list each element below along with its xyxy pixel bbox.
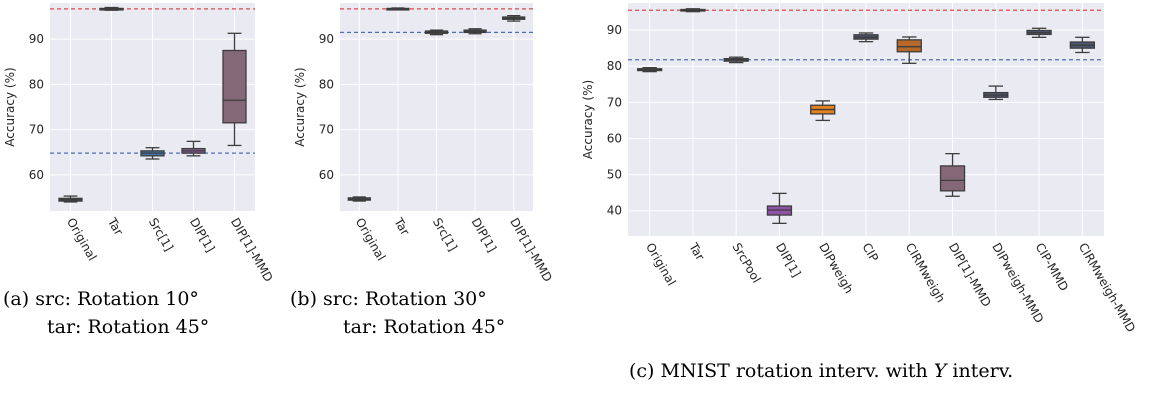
x-tick-label: DIP[1]-MMD: [507, 216, 555, 285]
y-tick-label: 80: [29, 77, 44, 91]
box-cirmweigh: [896, 36, 922, 64]
box-original: [636, 67, 663, 73]
x-tick-label: CIP-MMD: [1032, 241, 1071, 294]
y-tick-label: 70: [607, 95, 622, 109]
x-tick-label: Src[1]: [146, 216, 176, 254]
panel-b: 60 70 80 90 Original Tar Src[1] DIP[1] DIP[1]-MM…: [293, 3, 555, 284]
box-dip-1-mmd: [502, 15, 526, 22]
caption-c: (c) MNIST rotation interv. with Y interv…: [629, 360, 1013, 382]
box-original: [58, 195, 83, 203]
y-tick-label: 80: [319, 77, 334, 91]
caption-c-text: (c) MNIST rotation interv. with: [629, 360, 934, 382]
x-tick-label: CIRMweigh-MMD: [1076, 241, 1138, 335]
box-cip: [853, 32, 879, 43]
y-tick-label: 70: [29, 123, 44, 137]
box-dipweigh: [810, 100, 836, 122]
x-tick-label: DIPweigh: [816, 241, 856, 296]
box-tar: [386, 7, 410, 11]
y-tick-label: 90: [319, 32, 334, 46]
x-tick-label: DIP[1]-MMD: [946, 241, 994, 310]
caption-a-line-1: (a) src: Rotation 10°: [3, 288, 199, 310]
iqr-box: [939, 165, 966, 192]
box-tar: [680, 8, 706, 13]
y-tick-label: 60: [607, 131, 622, 145]
x-tick-label: DIP[1]: [773, 241, 804, 280]
box-srcpool: [723, 56, 749, 64]
box-src-1: [140, 147, 165, 160]
y-tick-label: 70: [319, 123, 334, 137]
x-tick-label: Tar: [104, 215, 125, 238]
iqr-box: [896, 39, 922, 53]
x-tick-label: CIP: [859, 241, 881, 265]
x-tick-label: DIP[1]: [187, 216, 218, 255]
x-tick-label: Src[1]: [430, 216, 460, 254]
panel-c: 40 50 60 70 80 90 Original Tar SrcPool DIP[1] DIPw…: [581, 3, 1138, 335]
y-tick-label: 60: [319, 168, 334, 182]
caption-b-line-1: (b) src: Rotation 30°: [290, 288, 487, 310]
y-tick-label: 60: [29, 168, 44, 182]
box-cirmweigh-mmd: [1069, 36, 1096, 54]
x-tick-label: Tar: [391, 215, 412, 238]
svg-text:(c) MNIST rotation interv. wit: (c) MNIST rotation interv. with Y interv…: [629, 360, 1013, 382]
box-dip-1-mmd: [222, 32, 247, 147]
y-tick-label: 90: [29, 32, 44, 46]
caption-b: (b) src: Rotation 30° tar: Rotation 45°: [290, 288, 505, 338]
box-src-1: [424, 29, 449, 36]
x-tick-label: CIRMweigh: [903, 241, 948, 305]
iqr-box: [222, 49, 247, 124]
x-tick-label: Original: [64, 216, 100, 264]
y-axis-label: Accuracy (%): [581, 80, 595, 159]
box-cip-mmd: [1026, 27, 1052, 38]
y-tick-label: 90: [607, 23, 622, 37]
y-tick-label: 50: [607, 168, 622, 182]
box-dipweigh-mmd: [983, 85, 1009, 101]
caption-c-variable: Y: [934, 360, 949, 382]
caption-a: (a) src: Rotation 10° tar: Rotation 45°: [3, 288, 209, 338]
panel-a: 60 70 80 90 Original Tar Src[1] DIP[1] DIP[1]-MM…: [3, 3, 276, 284]
caption-c-text-end: interv.: [946, 360, 1013, 382]
x-tick-label: DIP[1]: [469, 216, 500, 255]
x-tick-label: DIP[1]-MMD: [228, 216, 276, 285]
box-original: [347, 196, 371, 202]
y-axis-label: Accuracy (%): [293, 67, 307, 146]
x-tick-label: Original: [353, 216, 389, 264]
caption-b-line-2: tar: Rotation 45°: [343, 316, 505, 338]
box-tar: [99, 6, 124, 11]
y-axis-label: Accuracy (%): [3, 67, 17, 146]
x-tick-label: SrcPool: [730, 241, 764, 286]
box-dip-1-mmd: [939, 152, 966, 197]
box-dip-1: [766, 192, 793, 225]
box-dip-1: [181, 140, 206, 157]
caption-a-line-2: tar: Rotation 45°: [47, 316, 209, 338]
box-dip-1: [463, 28, 487, 35]
y-tick-label: 80: [607, 59, 622, 73]
x-tick-label: Tar: [686, 240, 707, 263]
x-tick-label: Original: [643, 241, 679, 289]
y-tick-label: 40: [607, 204, 622, 218]
